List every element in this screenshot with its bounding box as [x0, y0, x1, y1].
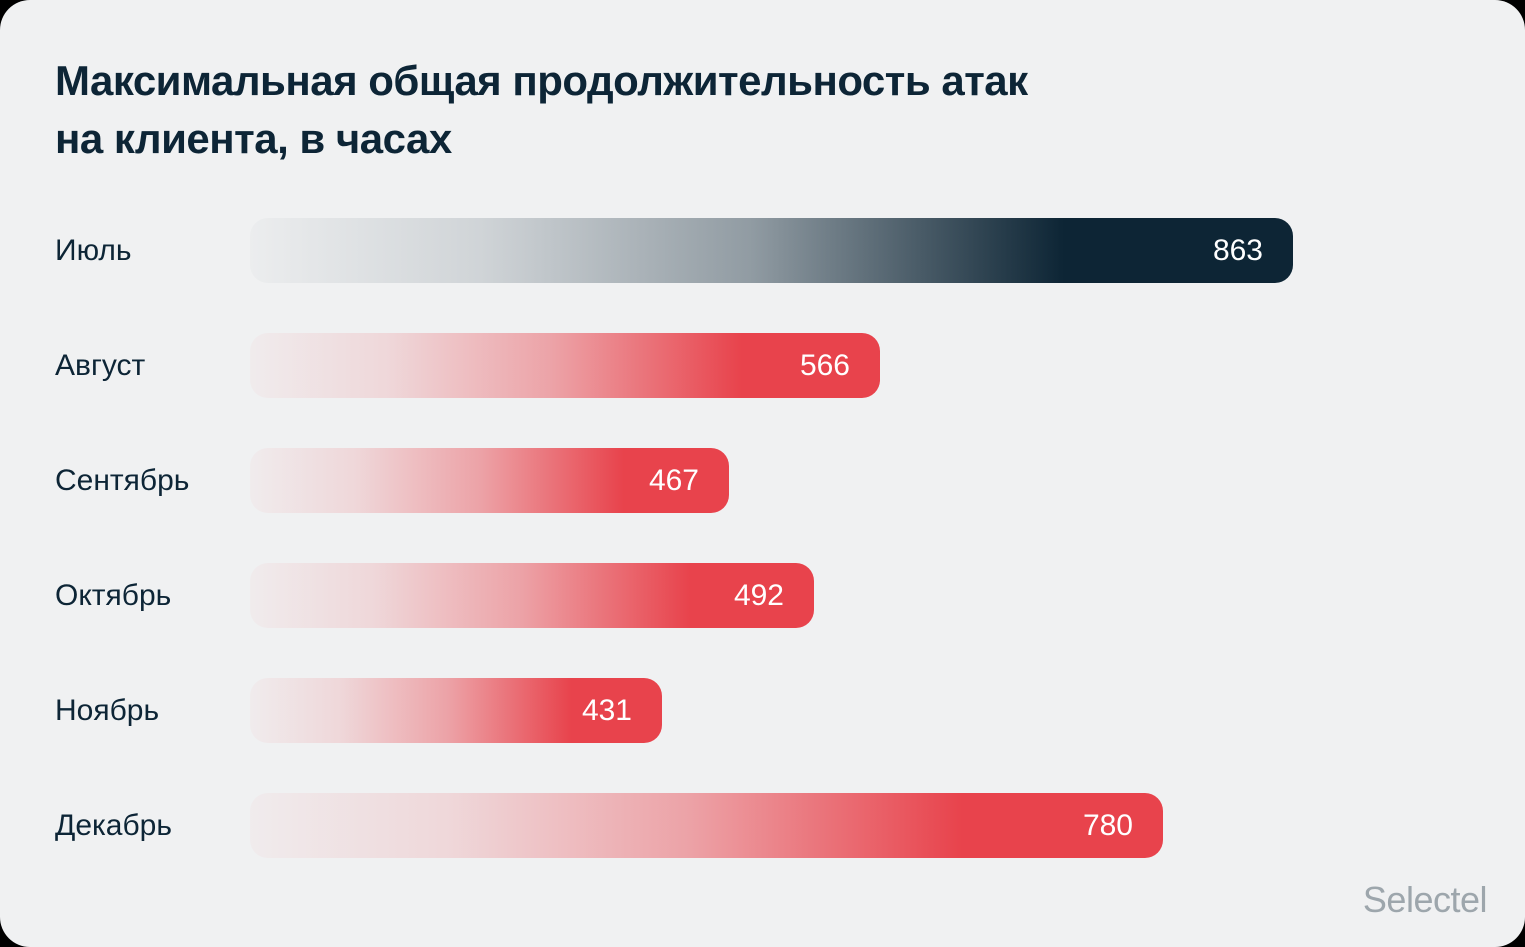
bar-value-label: 780 [1082, 808, 1133, 842]
category-label: Октябрь [55, 578, 172, 612]
chart-row: Июль 863 [0, 218, 1525, 333]
page-title-line2: на клиента, в часах [55, 114, 452, 162]
category-label: Сентябрь [55, 463, 190, 497]
bar: 431 [250, 678, 662, 743]
bar: 467 [250, 448, 729, 513]
category-label: Декабрь [55, 808, 172, 842]
bar-value-label: 467 [648, 463, 699, 497]
category-label: Август [55, 348, 146, 382]
selectel-logo: Selectel [1362, 879, 1488, 920]
bar-value-label: 566 [799, 348, 850, 382]
chart-row: Декабрь 780 [0, 793, 1525, 908]
page-title: Максимальная общая продолжительность ата… [55, 52, 1028, 168]
bar-value-label: 863 [1212, 233, 1263, 267]
chart-row: Ноябрь 431 [0, 678, 1525, 793]
bar-value-label: 431 [581, 693, 632, 727]
chart-row: Сентябрь 467 [0, 448, 1525, 563]
bar-value-label: 492 [733, 578, 784, 612]
bar: 566 [250, 333, 880, 398]
category-label: Июль [55, 233, 132, 267]
page-title-line1: Максимальная общая продолжительность ата… [55, 57, 1028, 104]
bar: 863 [250, 218, 1293, 283]
chart-row: Август 566 [0, 333, 1525, 448]
bar: 780 [250, 793, 1163, 858]
chart-row: Октябрь 492 [0, 563, 1525, 678]
bar: 492 [250, 563, 814, 628]
category-label: Ноябрь [55, 693, 160, 727]
bar-chart: Июль 863 Август 566 Сентябрь 467 Октябрь 492 Ноя… [0, 218, 1525, 908]
